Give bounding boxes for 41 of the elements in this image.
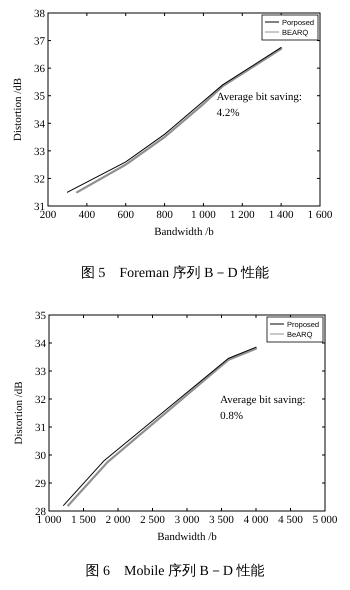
- y-tick-label: 32: [35, 394, 46, 406]
- text: 图 6 Mobile 序列 B－D 性能: [86, 563, 264, 579]
- annotation: 0.8%: [220, 410, 244, 422]
- x-tick-label: 400: [78, 209, 96, 221]
- x-tick-label: 3 500: [209, 514, 234, 526]
- y-tick-label: 31: [35, 422, 46, 434]
- y-axis-title: Distortion /dB: [13, 381, 25, 445]
- x-tick-label: 200: [40, 209, 57, 221]
- y-tick-label: 37: [34, 36, 46, 48]
- y-tick-label: 35: [34, 90, 46, 103]
- y-tick-label: 30: [35, 450, 46, 462]
- y-tick-label: 35: [35, 310, 46, 322]
- x-tick-label: 4 500: [278, 514, 304, 526]
- x-tick-label: 1 000: [191, 209, 216, 221]
- x-axis-title: Bandwidth /b: [157, 531, 218, 543]
- text: 图 5 Foreman 序列 B－D 性能: [80, 265, 270, 281]
- y-tick-label: 33: [35, 366, 46, 378]
- x-tick-label: 4 000: [244, 514, 269, 526]
- x-tick-label: 1 400: [268, 209, 294, 221]
- x-tick-label: 1 500: [71, 514, 96, 526]
- x-axis-title: Bandwidth /b: [154, 226, 214, 238]
- y-tick-label: 29: [35, 478, 46, 490]
- y-tick-label: 34: [35, 338, 46, 350]
- y-tick-label: 34: [34, 118, 46, 130]
- y-tick-label: 36: [34, 63, 46, 76]
- x-tick-label: 2 500: [140, 514, 166, 526]
- x-tick-label: 600: [117, 209, 134, 221]
- y-axis-title: Distortion /dB: [12, 78, 24, 142]
- y-tick-label: 38: [34, 8, 46, 20]
- x-tick-label: 1 000: [36, 514, 62, 526]
- x-tick-label: 5 000: [312, 514, 338, 526]
- x-tick-label: 1 200: [230, 209, 256, 221]
- annotation: 4.2%: [216, 106, 240, 119]
- y-tick-label: 33: [34, 146, 46, 158]
- x-tick-label: 800: [156, 209, 174, 221]
- annotation: Average bit saving:: [216, 90, 302, 103]
- annotation: Average bit saving:: [220, 394, 306, 406]
- x-tick-label: 3 000: [174, 514, 200, 526]
- x-tick-label: 1 600: [308, 209, 333, 221]
- y-tick-label: 32: [34, 173, 45, 186]
- x-tick-label: 2 000: [106, 514, 131, 526]
